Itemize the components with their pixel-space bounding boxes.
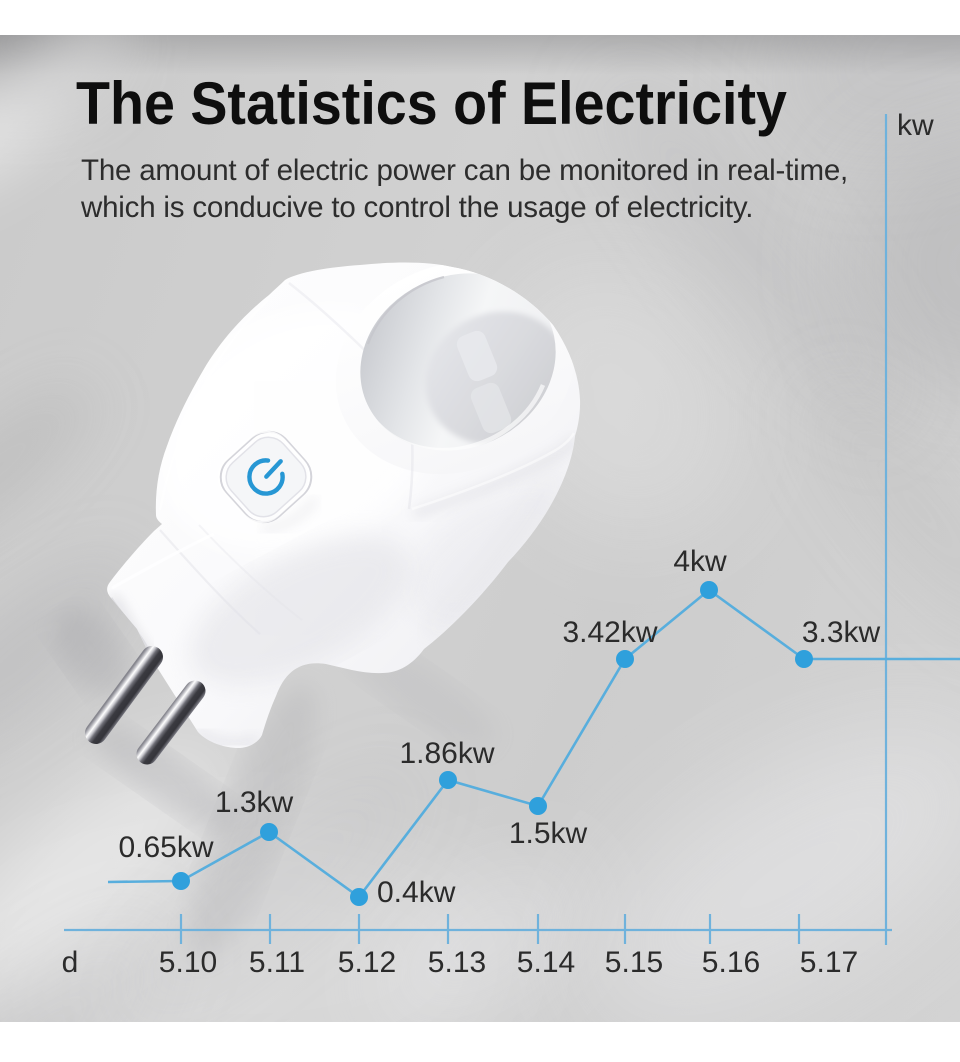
svg-text:1.3kw: 1.3kw <box>215 786 294 819</box>
svg-text:3.42kw: 3.42kw <box>562 616 657 649</box>
svg-text:5.15: 5.15 <box>605 946 663 979</box>
svg-text:kw: kw <box>897 109 934 142</box>
svg-text:1.5kw: 1.5kw <box>509 817 588 850</box>
svg-text:0.65kw: 0.65kw <box>118 831 213 864</box>
svg-text:0.4kw: 0.4kw <box>377 876 456 909</box>
svg-text:5.11: 5.11 <box>249 946 305 979</box>
svg-text:5.14: 5.14 <box>517 946 575 979</box>
svg-text:5.12: 5.12 <box>338 946 396 979</box>
svg-text:5.10: 5.10 <box>159 946 217 979</box>
svg-text:4kw: 4kw <box>673 545 727 578</box>
svg-text:3.3kw: 3.3kw <box>802 616 881 649</box>
svg-text:1.86kw: 1.86kw <box>399 737 494 770</box>
svg-text:5.16: 5.16 <box>702 946 760 979</box>
svg-text:d: d <box>62 946 79 979</box>
svg-text:5.13: 5.13 <box>428 946 486 979</box>
svg-text:5.17: 5.17 <box>800 946 858 979</box>
